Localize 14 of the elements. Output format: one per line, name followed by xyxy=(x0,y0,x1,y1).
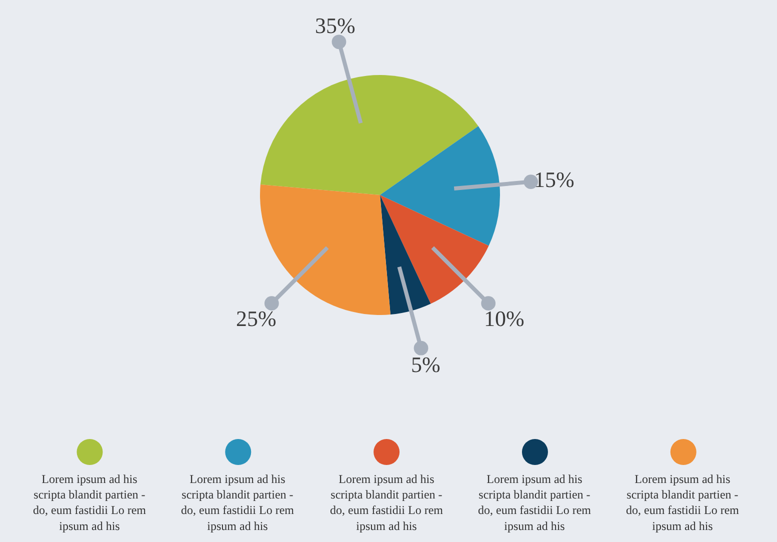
pie-slice xyxy=(380,126,500,246)
pie-slice xyxy=(260,75,478,195)
data-label: 35% xyxy=(315,13,356,38)
legend-label: Lorem ipsum ad his scripta blandit partien - do, eum fastidii Lo rem ipsum ad his xyxy=(181,472,295,533)
data-label: 15% xyxy=(534,167,574,192)
legend-label: Lorem ipsum ad his scripta blandit partien - do, eum fastidii Lo rem ipsum ad his xyxy=(330,472,444,533)
data-label: 10% xyxy=(484,306,524,331)
pie-slice xyxy=(380,195,489,304)
legend-label: Lorem ipsum ad his scripta blandit partien - do, eum fastidii Lo rem ipsum ad his xyxy=(33,472,147,533)
legend-label: Lorem ipsum ad his scripta blandit partien - do, eum fastidii Lo rem ipsum ad his xyxy=(478,472,592,533)
legend-label: Lorem ipsum ad his scripta blandit partien - do, eum fastidii Lo rem ipsum ad his xyxy=(626,472,740,533)
data-label: 5% xyxy=(411,352,440,377)
pie-slice xyxy=(380,195,431,315)
data-label: 25% xyxy=(236,306,276,331)
